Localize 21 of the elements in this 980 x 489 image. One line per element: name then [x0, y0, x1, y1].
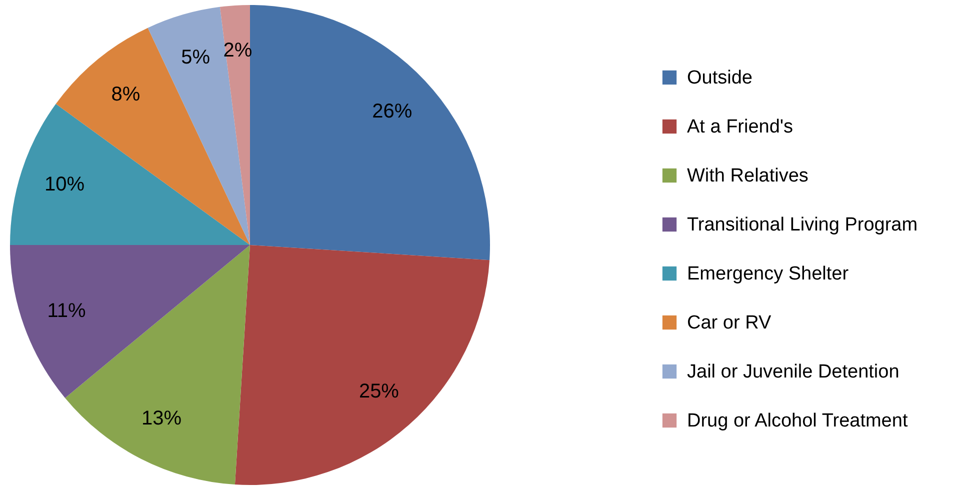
- pie-slice: [148, 6, 250, 245]
- legend-label: Outside: [687, 68, 752, 88]
- legend-label: With Relatives: [687, 166, 808, 186]
- data-label: 5%: [181, 46, 210, 69]
- legend-label: Jail or Juvenile Detention: [687, 362, 900, 382]
- pie-slice: [10, 245, 250, 398]
- legend-label: Transitional Living Program: [687, 214, 918, 236]
- data-label: 25%: [358, 380, 400, 402]
- pie-slice: [250, 5, 490, 260]
- pie-slice: [10, 104, 250, 245]
- data-label: 26%: [372, 100, 412, 123]
- data-label: 10%: [44, 174, 85, 196]
- data-label: 13%: [141, 408, 182, 430]
- pie-slice: [234, 245, 490, 485]
- legend-label: Drug or Alcohol Treatment: [687, 410, 908, 432]
- data-label: 11%: [47, 300, 86, 322]
- legend-label: Car or RV: [687, 312, 772, 334]
- legend-label: Emergency Shelter: [687, 264, 850, 284]
- legend-label: At a Friend's: [687, 116, 794, 138]
- pie-slice: [220, 5, 250, 245]
- data-label: 8%: [111, 84, 140, 106]
